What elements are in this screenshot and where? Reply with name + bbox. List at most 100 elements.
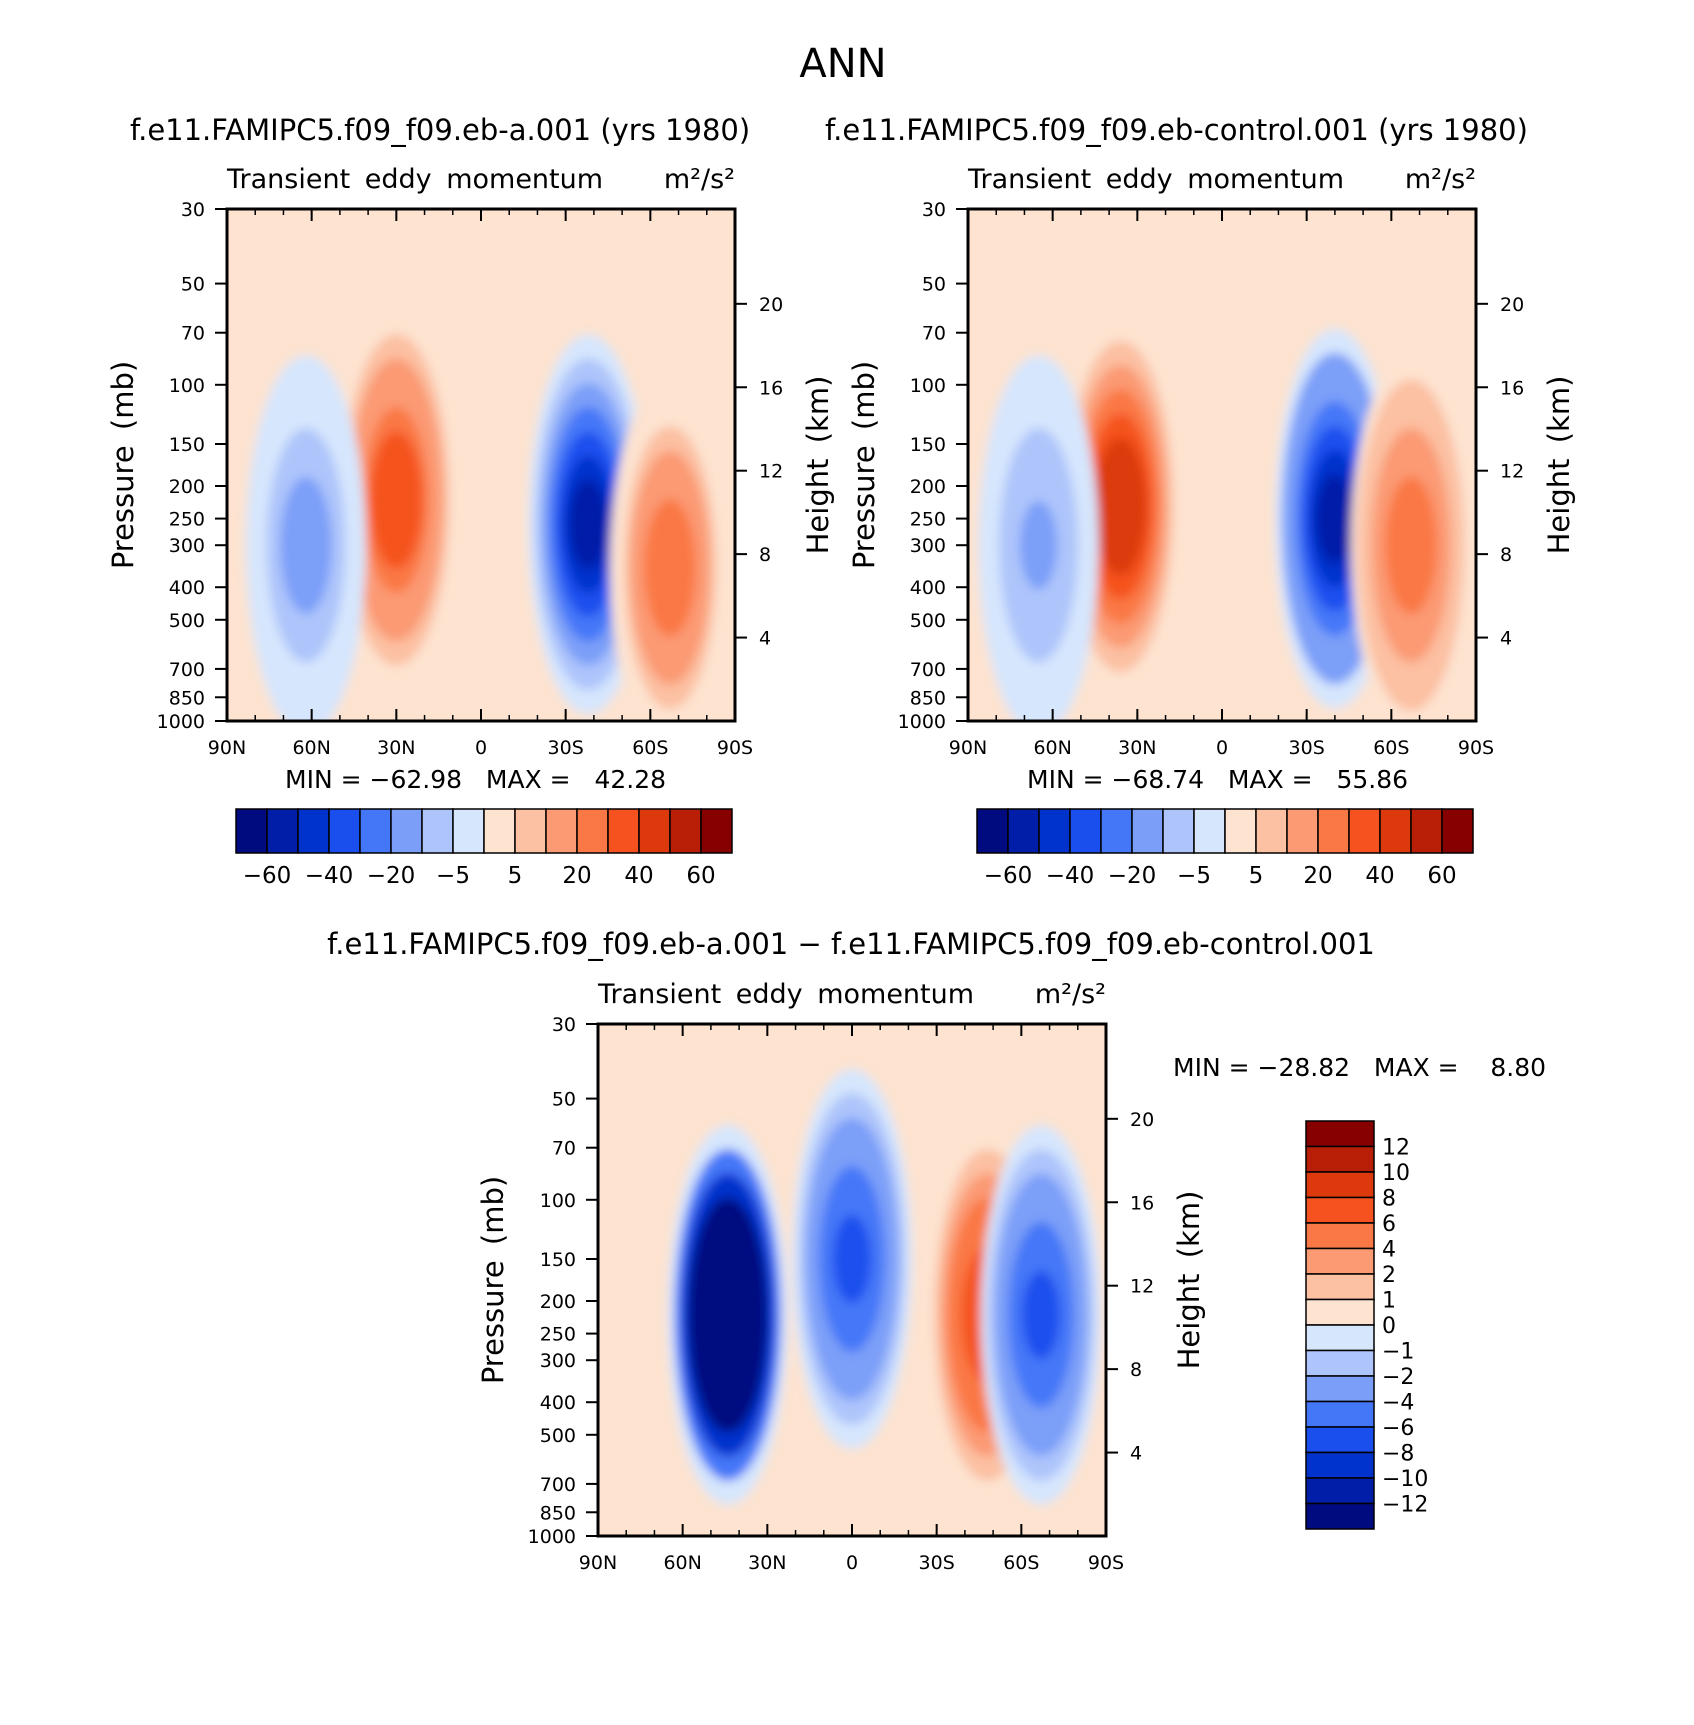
max-label: MAX (1228, 765, 1284, 794)
x-tick-label: 90S (1458, 737, 1494, 759)
y-tick-label: 50 (181, 274, 205, 296)
y-tick-label: 300 (169, 535, 205, 557)
y-tick-label: 150 (910, 434, 946, 456)
y-right-tick-label: 4 (1130, 1443, 1142, 1465)
colorbar-swatch (607, 808, 640, 854)
y-tick-label: 700 (910, 659, 946, 681)
colorbar-swatch (1305, 1477, 1375, 1505)
min-max-readout: MIN = −68.74 MAX = 55.86 (1027, 765, 1408, 794)
colorbar-swatch (669, 808, 702, 854)
y-right-tick-label: 4 (759, 628, 771, 650)
colorbar-swatch (1305, 1324, 1375, 1352)
colorbar-label: 6 (1382, 1212, 1396, 1237)
colorbar-label: −2 (1382, 1365, 1414, 1390)
colorbar-swatch (1305, 1298, 1375, 1326)
y-tick-label: 250 (169, 509, 205, 531)
equals-sign: = (550, 765, 571, 794)
colorbar-label: 40 (624, 863, 653, 889)
colorbar-swatch (1255, 808, 1288, 854)
min-value: −62.98 (370, 765, 463, 794)
y-tick-label: 1000 (898, 711, 946, 733)
panel-title: f.e11.FAMIPC5.f09_f09.eb-a.001 (yrs 1980… (130, 113, 750, 147)
y-axis-label: Pressure (mb) (847, 361, 881, 569)
contour-band (833, 1214, 871, 1304)
colorbar-swatch (1131, 808, 1164, 854)
contour-band (569, 480, 608, 569)
colorbar-swatch (1379, 808, 1412, 854)
colorbar-label: −60 (984, 863, 1033, 889)
y-tick-label: 150 (540, 1249, 576, 1271)
y-right-tick-label: 8 (1130, 1359, 1142, 1381)
y-tick-label: 150 (169, 434, 205, 456)
colorbar-swatch (1100, 808, 1133, 854)
x-tick-label: 60S (1373, 737, 1409, 759)
x-tick-label: 60N (1033, 737, 1071, 759)
contour-fill (227, 209, 735, 721)
panel-eb-a: f.e11.FAMIPC5.f09_f09.eb-a.001 (yrs 1980… (106, 113, 835, 889)
colorbar-swatch (452, 808, 485, 854)
colorbar-label: 12 (1382, 1136, 1410, 1161)
min-label: MIN (1027, 765, 1075, 794)
y-tick-label: 250 (540, 1324, 576, 1346)
x-tick-label: 30N (748, 1552, 786, 1574)
colorbar-swatch (1162, 808, 1195, 854)
y-tick-label: 400 (910, 577, 946, 599)
y-tick-label: 850 (910, 687, 946, 709)
max-label: MAX (1374, 1053, 1430, 1082)
colorbar-swatch (1348, 808, 1381, 854)
colorbar-label: 2 (1382, 1263, 1396, 1288)
colorbar-label: 20 (1303, 863, 1332, 889)
y-right-tick-label: 8 (1500, 544, 1512, 566)
y-tick-label: 100 (910, 375, 946, 397)
x-tick-label: 90S (717, 737, 753, 759)
panel-subtitle: Transient eddy momentum (597, 979, 974, 1010)
colorbar-label: −1 (1382, 1340, 1414, 1365)
y-tick-label: 1000 (157, 711, 205, 733)
y-tick-label: 500 (169, 610, 205, 632)
panel-subtitle: Transient eddy momentum (967, 164, 1344, 195)
x-tick-label: 30S (919, 1552, 955, 1574)
contour-band (708, 1270, 747, 1360)
y-tick-label: 30 (922, 199, 946, 221)
y-tick-label: 200 (540, 1291, 576, 1313)
colorbar: −60 −40 −20 −5 5 20 40 60 (976, 808, 1474, 889)
y-tick-label: 500 (540, 1425, 576, 1447)
contour-band (1019, 500, 1058, 590)
colorbar-swatch (1305, 1502, 1375, 1530)
x-tick-label: 90S (1088, 1552, 1124, 1574)
x-tick-label: 90N (208, 737, 246, 759)
max-value: 8.80 (1490, 1053, 1546, 1082)
colorbar-label: 5 (508, 863, 523, 889)
y-right-tick-label: 20 (1130, 1109, 1154, 1131)
equals-sign: = (1438, 1053, 1459, 1082)
y-axis-label: Pressure (mb) (106, 361, 140, 569)
y-tick-label: 300 (910, 535, 946, 557)
panel-difference: f.e11.FAMIPC5.f09_f09.eb-a.001 − f.e11.F… (327, 927, 1546, 1574)
y-tick-label: 1000 (528, 1526, 576, 1548)
colorbar-swatch (1038, 808, 1071, 854)
colorbar-swatch (1305, 1273, 1375, 1301)
y-axis-right-label: Height (km) (1172, 1191, 1206, 1370)
colorbar-label: 8 (1382, 1187, 1396, 1212)
colorbar-label: 40 (1365, 863, 1394, 889)
y-tick-label: 250 (910, 509, 946, 531)
y-right-tick-label: 20 (759, 294, 783, 316)
colorbar-swatch (1305, 1400, 1375, 1428)
y-tick-label: 500 (910, 610, 946, 632)
colorbar-swatch (976, 808, 1009, 854)
y-right-tick-label: 20 (1500, 294, 1524, 316)
min-max-readout: MIN = −28.82 MAX = 8.80 (1173, 1053, 1546, 1082)
colorbar-swatch (1317, 808, 1350, 854)
colorbar-label: −20 (1108, 863, 1157, 889)
x-tick-label: 30S (548, 737, 584, 759)
contour-fill (968, 209, 1476, 721)
y-right-tick-label: 12 (759, 461, 783, 483)
panel-units: m²/s² (1405, 164, 1476, 195)
y-axis-label: Pressure (mb) (476, 1176, 510, 1384)
y-tick-label: 50 (922, 274, 946, 296)
colorbar-swatch (638, 808, 671, 854)
min-label: MIN (1173, 1053, 1221, 1082)
y-tick-label: 100 (169, 375, 205, 397)
colorbar-swatch (1193, 808, 1226, 854)
